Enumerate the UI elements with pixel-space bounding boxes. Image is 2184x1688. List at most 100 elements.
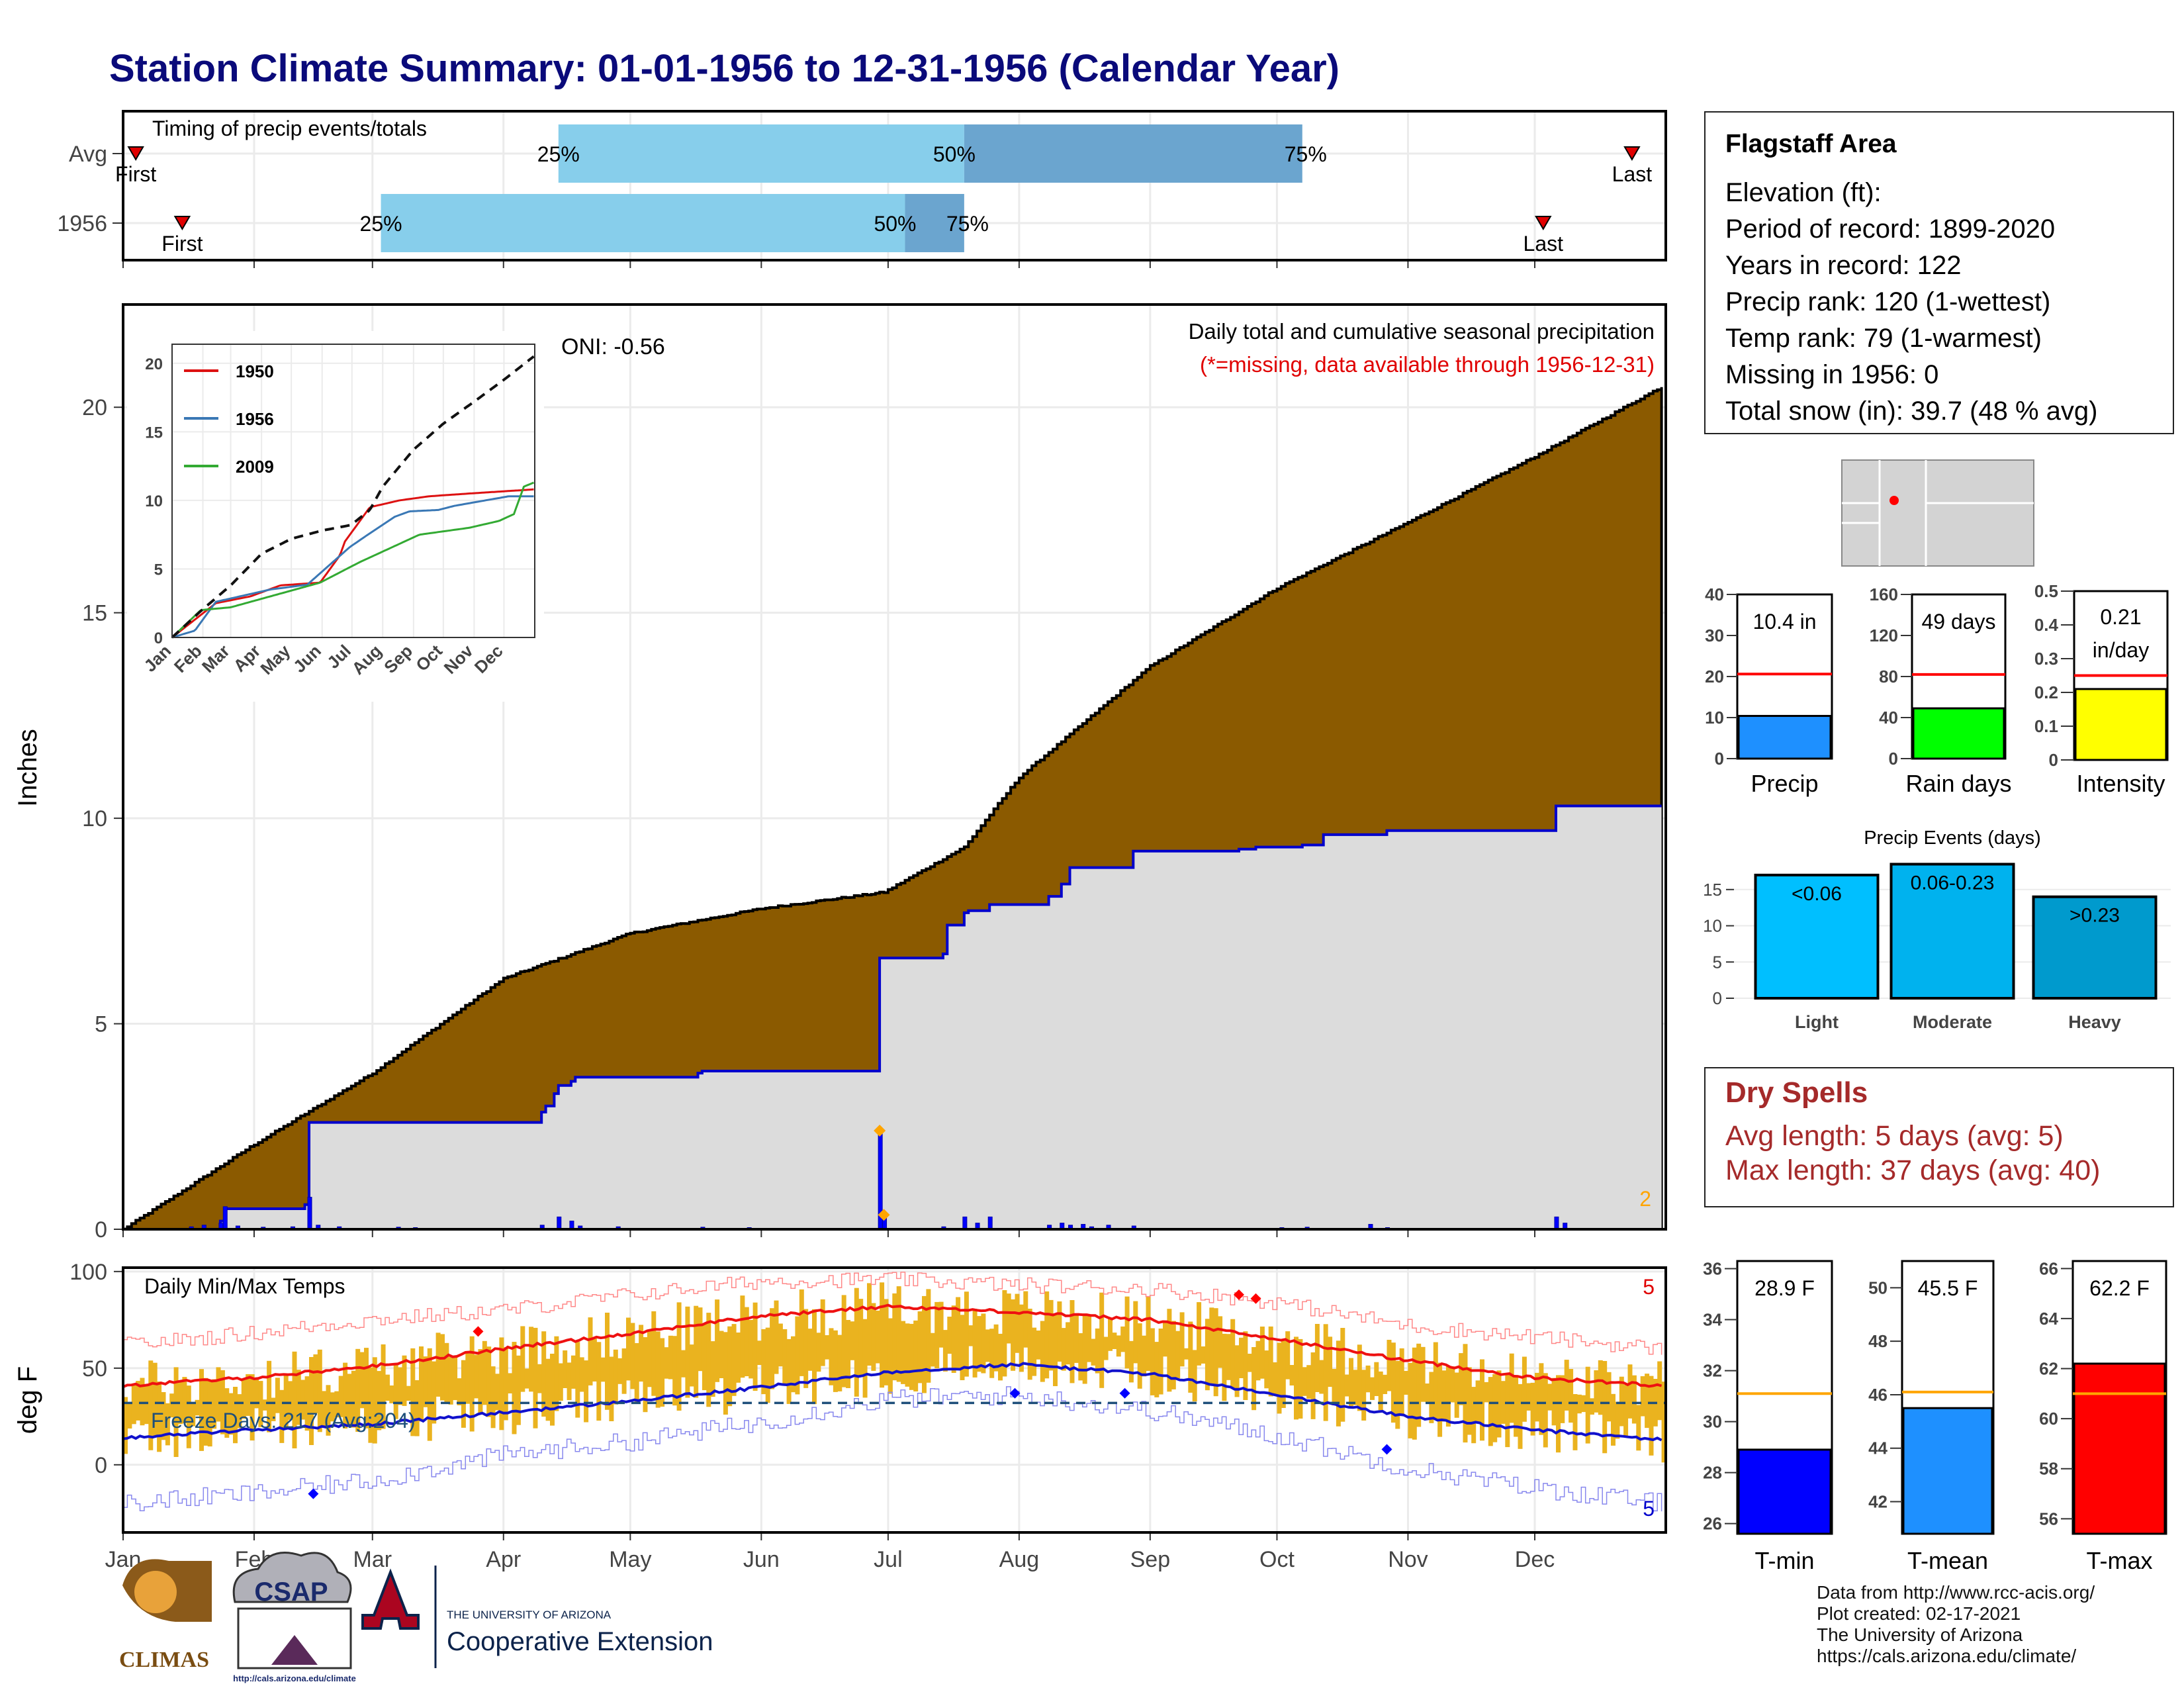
daily-temp-bar: [1298, 1338, 1303, 1419]
daily-temp-bar: [1349, 1358, 1353, 1409]
first-event-label: First: [161, 232, 203, 256]
precip-events-y-tick-label: 5: [1713, 952, 1722, 972]
inset-legend-label: 1950: [236, 361, 274, 381]
record-high-marker: [473, 1326, 484, 1337]
daily-temp-bar: [1243, 1331, 1248, 1400]
daily-temp-bar: [816, 1333, 821, 1372]
daily-temp-bar: [563, 1350, 568, 1388]
daily-temp-bar: [1027, 1309, 1032, 1380]
daily-temp-bar: [1509, 1353, 1514, 1423]
daily-temp-bar: [1175, 1331, 1181, 1379]
daily-temp-bar: [854, 1288, 859, 1397]
average-min-line: [122, 1362, 1662, 1442]
last-event-label: Last: [1612, 162, 1653, 186]
inset-series-line: [171, 481, 535, 639]
daily-temp-bar: [495, 1374, 500, 1411]
daily-temp-bar: [630, 1323, 635, 1389]
daily-temp-bar: [334, 1391, 340, 1418]
page-title: Station Climate Summary: 01-01-1956 to 1…: [109, 47, 1340, 90]
daily-temp-bar: [1197, 1302, 1202, 1366]
daily-temp-bar: [1116, 1335, 1121, 1357]
daily-temp-bar: [355, 1348, 361, 1432]
daily-temp-bar: [880, 1282, 885, 1388]
daily-temp-bar: [1188, 1321, 1193, 1393]
daily-temp-bar: [998, 1333, 1003, 1381]
daily-temp-bar: [1069, 1300, 1075, 1383]
daily-temp-bar: [136, 1381, 141, 1421]
daily-temp-bar: [1091, 1338, 1096, 1366]
daily-precip-bar: [307, 1197, 312, 1230]
daily-temp-bar: [402, 1355, 407, 1406]
precip-frame: [122, 303, 1667, 1231]
record-min-line: [123, 1386, 1662, 1512]
rain-days-category-label: Rain days: [1905, 770, 2011, 797]
precip-total-category-label: Precip: [1751, 770, 1818, 797]
daily-temp-bar: [710, 1341, 715, 1397]
daily-temp-bar: [224, 1388, 230, 1438]
daily-temp-bar: [934, 1301, 940, 1369]
t-mean-y-tick-label: 46: [1868, 1385, 1888, 1405]
daily-temp-bar: [1598, 1360, 1603, 1415]
daily-temp-bar: [1234, 1345, 1240, 1397]
daily-temp-bar: [938, 1301, 944, 1348]
daily-temp-bar: [1146, 1296, 1151, 1371]
daily-temp-bar: [389, 1385, 394, 1403]
inset-y-tick-label: 20: [145, 355, 163, 373]
daily-temp-bar: [1522, 1356, 1527, 1422]
daily-temp-bar: [660, 1338, 665, 1407]
daily-temp-bar: [427, 1348, 432, 1441]
t-mean-y-tick-label: 50: [1868, 1278, 1888, 1297]
timing-row-label: 1956: [57, 211, 107, 236]
daily-temp-bar: [1572, 1394, 1578, 1450]
daily-temp-bar: [503, 1347, 508, 1421]
precip-events-bar: [2032, 895, 2158, 1000]
daily-temp-bar: [1336, 1340, 1341, 1427]
t-min-bar: [1737, 1448, 1832, 1535]
daily-temp-bar: [1471, 1387, 1477, 1444]
daily-temp-bar: [1631, 1375, 1637, 1424]
timing-p25-label: 25%: [537, 142, 580, 166]
daily-temp-bar: [364, 1348, 369, 1429]
t-max-y-tick-label: 60: [2039, 1409, 2058, 1429]
daily-temp-bar: [1420, 1346, 1426, 1402]
daily-temp-bar: [1032, 1327, 1037, 1376]
daily-precip-bar: [557, 1216, 562, 1230]
daily-temp-bar: [1390, 1342, 1396, 1423]
daily-temp-bar: [1408, 1362, 1413, 1438]
temps-panel-label: Daily Min/Max Temps: [144, 1274, 345, 1298]
t-max-category-label: T-max: [2086, 1547, 2152, 1574]
daily-temp-bar: [956, 1297, 961, 1370]
precip-events-bar-label: 0.06-0.23: [1911, 872, 1995, 894]
oni-label: ONI: -0.56: [561, 334, 665, 359]
t-mean-bar: [1902, 1407, 1993, 1535]
freeze-days-label: Freeze Days: 217 (Avg:204): [151, 1409, 416, 1432]
daily-temp-bar: [1611, 1393, 1615, 1446]
daily-temp-bar: [1255, 1340, 1261, 1381]
daily-temp-bar: [744, 1307, 749, 1376]
daily-temp-bar: [1319, 1360, 1324, 1394]
daily-temp-bar: [1061, 1328, 1066, 1371]
daily-temp-bar: [756, 1340, 762, 1365]
dry-spells-max: Max length: 37 days (avg: 40): [1725, 1154, 2101, 1186]
month-label: Oct: [1259, 1547, 1295, 1572]
daily-temp-bar: [698, 1307, 703, 1372]
precip-y-tick-label: 5: [95, 1012, 107, 1037]
daily-temp-bar: [922, 1295, 927, 1393]
daily-temp-bar: [1636, 1405, 1641, 1451]
timing-panel: 25% 50% 75% First Last Avg 25% 50% 75% First Last 1…: [57, 110, 1667, 268]
daily-temp-bar: [304, 1376, 310, 1431]
daily-temp-bar: [1222, 1333, 1227, 1401]
daily-temp-bar: [1040, 1321, 1045, 1382]
daily-temp-bar: [1404, 1371, 1408, 1395]
daily-temp-bar: [1383, 1374, 1388, 1394]
daily-temp-bar: [520, 1326, 525, 1392]
daily-temp-bar: [621, 1348, 627, 1394]
daily-temp-bar: [182, 1377, 187, 1424]
daily-temp-bar: [613, 1349, 618, 1405]
temps-y-axis-label: deg F: [13, 1366, 42, 1434]
t-max-y-tick-label: 56: [2039, 1509, 2058, 1528]
t-max-y-tick-label: 62: [2039, 1359, 2058, 1379]
daily-temp-bar: [913, 1320, 919, 1391]
precip-y-axis-label: Inches: [13, 729, 42, 807]
